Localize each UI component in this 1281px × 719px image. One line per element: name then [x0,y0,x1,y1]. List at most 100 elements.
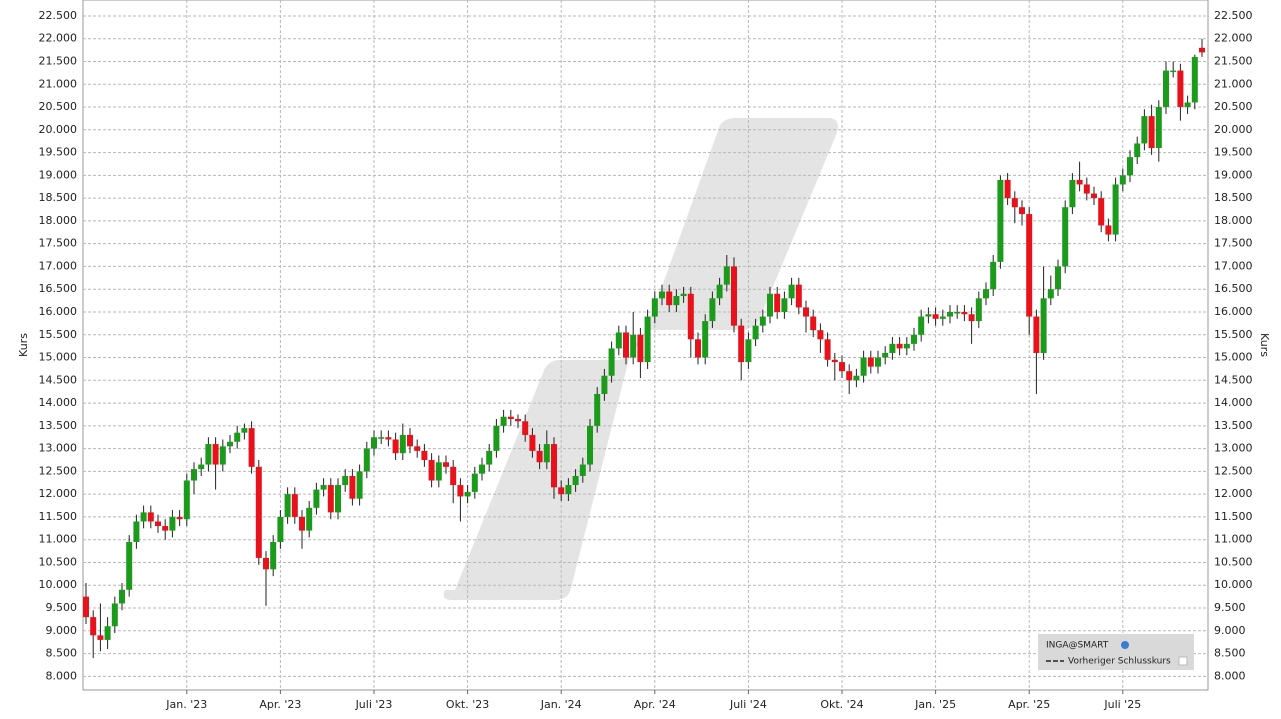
candle-body [716,284,723,299]
y2-tick-label: 8.000 [1214,669,1246,682]
candle-body [140,512,147,522]
y-tick-label: 14.000 [39,396,78,409]
y-tick-label: 14.500 [39,373,78,386]
candle-body [702,321,709,358]
x-tick-label: Jan. '23 [165,698,207,711]
candle-body [248,428,255,467]
candle-body [587,425,593,465]
y-tick-label: 8.500 [46,647,78,660]
candle-body [291,494,298,517]
candle-body [241,428,248,433]
y-tick-label: 8.000 [46,669,78,682]
candle-body [407,434,413,447]
y2-tick-label: 16.500 [1214,282,1253,295]
candle-body [1076,179,1083,185]
y-tick-label: 11.000 [39,533,78,546]
candle-body [1011,198,1018,208]
y2-tick-label: 11.500 [1214,510,1253,523]
y-tick-label: 15.000 [39,351,78,364]
candle-body [839,362,845,372]
candle-body [731,266,737,326]
candle-body [522,421,529,435]
y2-tick-label: 9.500 [1214,601,1246,614]
y-axis-title: Kurs [17,333,30,357]
y-tick-label: 17.500 [39,237,78,250]
y2-tick-label: 17.500 [1214,237,1253,250]
candle-body [90,617,97,636]
candle-body [493,425,500,451]
y2-tick-label: 14.000 [1214,396,1253,409]
candle-body [162,526,169,531]
x-tick-label: Juli '25 [1103,698,1141,711]
candle-body [975,298,982,322]
candle-body [1033,316,1040,353]
candle-body [342,475,349,486]
y2-tick-label: 17.000 [1214,259,1253,272]
y-tick-label: 9.500 [46,601,78,614]
candle-body [630,334,637,358]
candle-body [1105,225,1112,235]
candle-body [97,635,104,640]
y2-tick-label: 8.500 [1214,647,1246,660]
candle-body [169,516,176,531]
grid [83,0,1208,690]
candle-body [687,293,694,340]
x-tick-label: Juli '24 [729,698,767,711]
y2-tick-label: 22.000 [1214,32,1253,45]
candle-body [270,541,277,570]
candle-body [1155,107,1162,149]
candle-body [1170,70,1177,73]
candle-body [846,371,853,381]
candle-body [709,298,716,322]
candle-body [795,284,802,308]
candle-body [479,464,485,474]
candle-body [1040,298,1047,353]
candle-body [306,507,313,531]
x-tick-label: Okt. '23 [446,698,489,711]
candle-body [327,485,334,513]
candle-body [1112,184,1119,235]
candle-body [867,357,874,367]
candle-body [104,626,111,640]
candle-body [875,357,881,367]
legend-label: INGA@SMART [1046,641,1109,651]
candle-body [443,462,449,467]
candle-body [176,516,183,520]
candle-body [651,298,658,317]
candle-body [644,316,651,363]
candle-body [1184,102,1191,108]
candle-body [335,485,341,513]
y-tick-label: 13.500 [39,419,78,432]
y-tick-label: 16.000 [39,305,78,318]
candle-body [183,480,190,520]
candle-body [299,516,305,531]
y-tick-label: 21.500 [39,54,78,67]
candle-body [219,446,226,465]
candle-body [450,466,457,486]
candle-body [1091,193,1097,199]
candle-body [255,466,262,558]
candle-body [536,450,543,463]
candle-body [313,489,320,508]
candle-body [378,437,385,439]
candle-body [392,439,399,454]
legend-checkbox[interactable] [1178,656,1188,666]
candle-body [349,475,356,499]
candle-body [1148,116,1155,149]
y2-tick-label: 9.000 [1214,624,1246,637]
candle-body [1004,179,1011,199]
y2-tick-label: 15.500 [1214,328,1253,341]
candle-body [615,332,622,349]
y2-tick-label: 15.000 [1214,351,1253,364]
y-tick-label: 17.000 [39,259,78,272]
candle-body [803,307,809,317]
y2-tick-label: 10.000 [1214,578,1253,591]
y2-tick-label: 14.500 [1214,373,1253,386]
y2-tick-label: 18.000 [1214,214,1253,227]
y-tick-label: 9.000 [46,624,78,637]
watermark [443,118,838,600]
candle-body [1134,143,1141,158]
candle-body [954,311,961,314]
y-tick-label: 19.500 [39,146,78,159]
